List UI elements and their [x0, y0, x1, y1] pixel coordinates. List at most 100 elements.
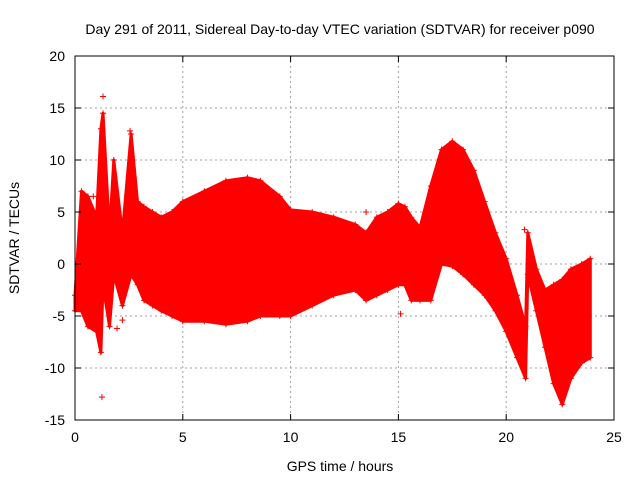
data-point — [222, 177, 229, 184]
data-point — [449, 138, 456, 145]
data-point — [373, 214, 380, 221]
data-point — [503, 328, 510, 335]
data-point — [140, 297, 147, 304]
data-point-outlier — [114, 325, 121, 332]
data-point — [287, 313, 294, 319]
data-point — [427, 297, 434, 304]
data-point — [244, 174, 251, 181]
chart-title: Day 291 of 2011, Sidereal Day-to-day VTE… — [85, 21, 594, 37]
data-point — [201, 188, 208, 195]
y-axis-label: SDTVAR / TECUs — [6, 182, 22, 294]
data-point — [449, 263, 456, 270]
data-point — [408, 297, 415, 304]
data-point — [100, 110, 107, 117]
data-point-outlier — [100, 93, 107, 100]
data-point — [578, 261, 585, 267]
data-point — [257, 177, 264, 184]
data-point — [492, 229, 499, 236]
data-point — [587, 354, 594, 361]
data-point — [78, 188, 85, 195]
data-point — [97, 349, 104, 356]
data-point — [330, 292, 337, 299]
data-point — [395, 281, 402, 288]
data-point — [110, 271, 117, 278]
data-point — [481, 292, 488, 299]
data-point — [179, 318, 186, 325]
data-point — [567, 266, 574, 273]
data-point — [128, 271, 135, 278]
data-point — [522, 375, 529, 382]
data-point — [470, 167, 477, 174]
data-point — [244, 318, 251, 325]
y-tick-label: 15 — [49, 100, 65, 116]
data-point-outlier — [521, 226, 528, 233]
data-point — [149, 209, 156, 215]
data-point — [384, 209, 391, 215]
data-point — [110, 157, 117, 163]
data-point — [78, 307, 85, 314]
x-tick-label: 10 — [283, 429, 299, 445]
data-point — [330, 214, 337, 221]
axis-ticks: 0 5 10 15 20 25 -15 -10 -5 0 5 10 15 20 — [45, 48, 622, 445]
data-point — [438, 146, 445, 153]
data-point — [276, 313, 283, 319]
data-point — [169, 209, 176, 215]
data-point — [309, 209, 316, 215]
data-point — [550, 281, 557, 288]
data-point — [578, 359, 585, 366]
x-tick-label: 20 — [498, 429, 514, 445]
data-point — [587, 255, 594, 262]
data-point — [134, 281, 141, 288]
data-point — [533, 266, 540, 273]
data-point — [257, 313, 264, 319]
plot-frame — [74, 55, 615, 421]
data-point — [352, 287, 359, 293]
data-point — [158, 307, 165, 314]
data-point — [179, 198, 186, 205]
data-point — [524, 229, 531, 236]
data-point — [438, 261, 445, 267]
data-point — [84, 193, 91, 200]
y-tick-label: 5 — [57, 204, 65, 220]
data-point-outlier — [397, 310, 404, 317]
data-point-outlier — [363, 209, 370, 215]
data-point — [169, 313, 176, 319]
data-point — [201, 318, 208, 325]
data-point — [100, 281, 107, 288]
data-point — [533, 307, 540, 314]
data-point — [363, 297, 370, 304]
data-point — [222, 321, 229, 328]
data-point — [550, 380, 557, 387]
data-point — [106, 323, 113, 330]
data-point — [140, 203, 147, 210]
data-point — [513, 354, 520, 361]
data-point — [542, 287, 549, 293]
data-point-outlier — [126, 127, 133, 134]
data-point — [276, 193, 283, 200]
data-point — [503, 255, 510, 262]
data-point — [513, 292, 520, 299]
data-point — [427, 183, 434, 189]
y-tick-label: 20 — [49, 48, 65, 64]
data-point — [149, 302, 156, 309]
data-point-outlier — [119, 317, 126, 324]
x-tick-label: 25 — [606, 429, 622, 445]
y-tick-label: -15 — [45, 412, 65, 428]
data-point — [522, 323, 529, 330]
data-point — [567, 375, 574, 382]
y-tick-label: -10 — [45, 360, 65, 376]
data-point — [416, 297, 423, 304]
y-tick-label: -5 — [53, 308, 66, 324]
data-point — [460, 146, 467, 153]
data-point — [542, 344, 549, 351]
data-point — [106, 229, 113, 236]
data-point — [363, 229, 370, 236]
data-point — [401, 281, 408, 288]
x-tick-label: 0 — [71, 429, 79, 445]
data-point — [93, 328, 100, 335]
data-point — [524, 271, 531, 278]
data-point — [119, 229, 126, 236]
data-point — [373, 292, 380, 299]
data-point — [559, 276, 566, 283]
